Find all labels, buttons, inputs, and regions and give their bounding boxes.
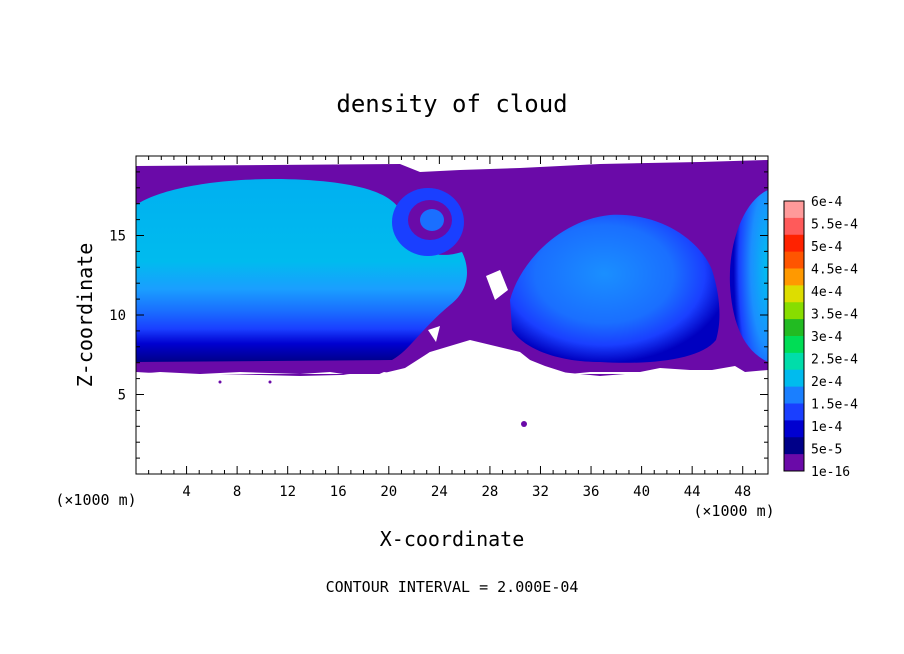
right-cloud-mass [510,214,720,363]
colorbar-swatch [784,420,804,438]
colorbar-swatch [784,352,804,371]
y-tick-label: 15 [109,229,126,245]
colorbar-swatch [784,285,804,303]
x-axis-label: X-coordinate [380,527,525,551]
colorbar-label: 4e-4 [811,285,842,300]
x-tick-label: 24 [431,484,448,500]
y-axis-label: Z-coordinate [73,243,97,388]
x-tick-label: 8 [233,484,241,500]
x-tick-label: 40 [633,484,650,500]
x-tick-label: 20 [380,484,397,500]
left-cloud-mass [136,178,467,362]
y-tick-label: 10 [109,308,126,324]
isolated-patch [521,421,527,427]
colorbar-label: 1e-4 [811,420,842,435]
speck-1 [218,380,222,384]
colorbar-label: 2e-4 [811,375,842,390]
gap-white-1 [486,270,508,300]
speck-2 [268,380,272,384]
right-edge-mass [729,190,768,362]
colorbar-swatch [784,201,804,219]
colorbar-label: 1.5e-4 [811,398,858,413]
x-tick-label: 16 [330,484,347,500]
x-tick-label: 4 [182,484,190,500]
x-tick-label: 36 [583,484,600,500]
colorbar-label: 5.5e-4 [811,218,858,233]
x-unit-label: (×1000 m) [693,502,774,520]
colorbar-swatch [784,403,804,421]
colorbar-label: 4.5e-4 [811,263,858,278]
colorbar-swatch [784,251,804,269]
colorbar-swatch [784,234,804,253]
x-tick-label: 32 [532,484,549,500]
colorbar-swatch [784,369,804,388]
colorbar-label: 6e-4 [811,195,842,210]
contour-interval-note: CONTOUR INTERVAL = 2.000E-04 [326,578,579,596]
y-axis-ticks: 5 10 15 [109,171,768,459]
lower-edge-white [136,350,768,378]
y-tick-label: 5 [118,388,126,404]
colorbar-swatch [784,319,804,337]
x-axis-ticks: 4 8 12 16 20 24 28 32 36 40 44 48 [148,156,756,500]
chart-title: density of cloud [336,90,567,118]
colorbar-swatch [784,268,804,286]
colorbar-swatch [784,454,804,472]
colorbar: 6e-4 5.5e-4 5e-4 4.5e-4 4e-4 3.5e-4 3e-4 2.5e-4… [783,195,858,480]
x-tick-label: 48 [734,484,751,500]
colorbar-swatch [784,336,804,354]
x-tick-label: 44 [684,484,701,500]
x-tick-label: 28 [481,484,498,500]
colorbar-label: 2.5e-4 [811,353,858,368]
colorbar-label: 3.5e-4 [811,308,858,323]
colorbar-swatch [784,437,804,455]
gap-white-2 [428,326,440,342]
colorbar-frame [783,200,805,472]
colorbar-label: 5e-5 [811,443,842,458]
vortex-inner [420,209,444,231]
colorbar-swatch [784,217,804,236]
contour-field [136,156,768,474]
x-tick-label: 12 [279,484,296,500]
colorbar-label: 5e-4 [811,240,842,255]
colorbar-label: 3e-4 [811,330,842,345]
colorbar-swatch [784,386,804,404]
colorbar-label: 1e-16 [811,465,850,480]
y-unit-label: (×1000 m) [55,491,136,509]
colorbar-swatch [784,302,804,320]
